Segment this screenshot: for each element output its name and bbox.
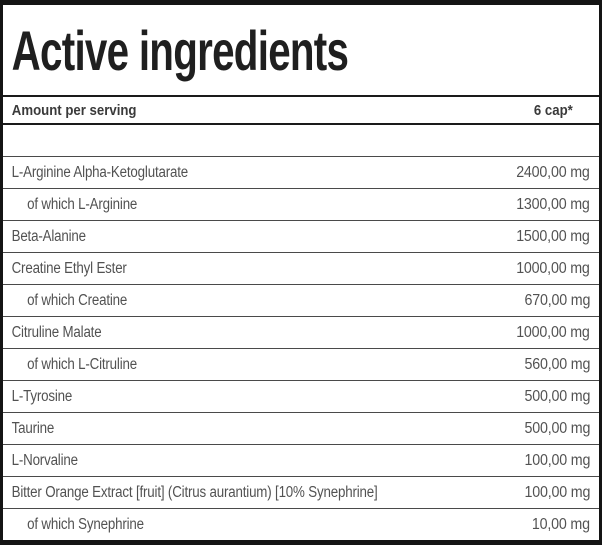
ingredient-amount: 100,00 mg: [524, 483, 590, 501]
ingredient-name: L-Arginine Alpha-Ketoglutarate: [11, 163, 189, 181]
ingredient-amount: 1500,00 mg: [516, 227, 590, 245]
ingredient-name: Citruline Malate: [11, 323, 102, 341]
ingredient-amount: 1000,00 mg: [516, 259, 590, 277]
ingredient-name: Creatine Ethyl Ester: [11, 259, 127, 277]
table-row: Taurine 500,00 mg: [3, 413, 599, 445]
ingredient-rows: L-Arginine Alpha-Ketoglutarate 2400,00 mg…: [3, 157, 599, 540]
table-row: Citruline Malate 1000,00 mg: [3, 317, 599, 349]
table-row: L-Tyrosine 500,00 mg: [3, 381, 599, 413]
ingredient-amount: 500,00 mg: [524, 387, 590, 405]
column-header-ingredient: Amount per serving: [11, 101, 137, 119]
ingredient-amount: 500,00 mg: [524, 419, 590, 437]
table-header-row: Amount per serving 6 cap*: [3, 95, 599, 125]
ingredient-name: Taurine: [11, 419, 55, 437]
table-row: of which L-Citruline 560,00 mg: [3, 349, 599, 381]
table-title: Active ingredients: [11, 18, 349, 82]
ingredient-name: Bitter Orange Extract [fruit] (Citrus au…: [11, 483, 378, 501]
table-row: Beta-Alanine 1500,00 mg: [3, 221, 599, 253]
table-row: L-Arginine Alpha-Ketoglutarate 2400,00 mg: [3, 157, 599, 189]
ingredient-amount: 670,00 mg: [524, 291, 590, 309]
ingredient-name: of which Creatine: [27, 291, 128, 309]
table-row: L-Norvaline 100,00 mg: [3, 445, 599, 477]
table-row: Creatine Ethyl Ester 1000,00 mg: [3, 253, 599, 285]
empty-row: [3, 125, 599, 157]
ingredient-amount: 100,00 mg: [524, 451, 590, 469]
ingredient-name: Beta-Alanine: [11, 227, 86, 245]
ingredient-name: L-Tyrosine: [11, 387, 73, 405]
ingredient-name: of which Synephrine: [27, 515, 144, 533]
ingredient-name: of which L-Citruline: [27, 355, 137, 373]
table-row: Bitter Orange Extract [fruit] (Citrus au…: [3, 477, 599, 509]
ingredient-amount: 1000,00 mg: [516, 323, 590, 341]
table-title-block: Active ingredients: [3, 5, 599, 95]
ingredient-name: of which L-Arginine: [27, 195, 138, 213]
table-row: of which Creatine 670,00 mg: [3, 285, 599, 317]
ingredient-amount: 1300,00 mg: [516, 195, 590, 213]
table-row: of which L-Arginine 1300,00 mg: [3, 189, 599, 221]
ingredient-amount: 560,00 mg: [524, 355, 590, 373]
table-row: of which Synephrine 10,00 mg: [3, 509, 599, 540]
ingredient-amount: 10,00 mg: [531, 515, 590, 533]
ingredient-amount: 2400,00 mg: [516, 163, 590, 181]
ingredient-name: L-Norvaline: [11, 451, 78, 469]
column-header-amount: 6 cap*: [533, 101, 573, 119]
